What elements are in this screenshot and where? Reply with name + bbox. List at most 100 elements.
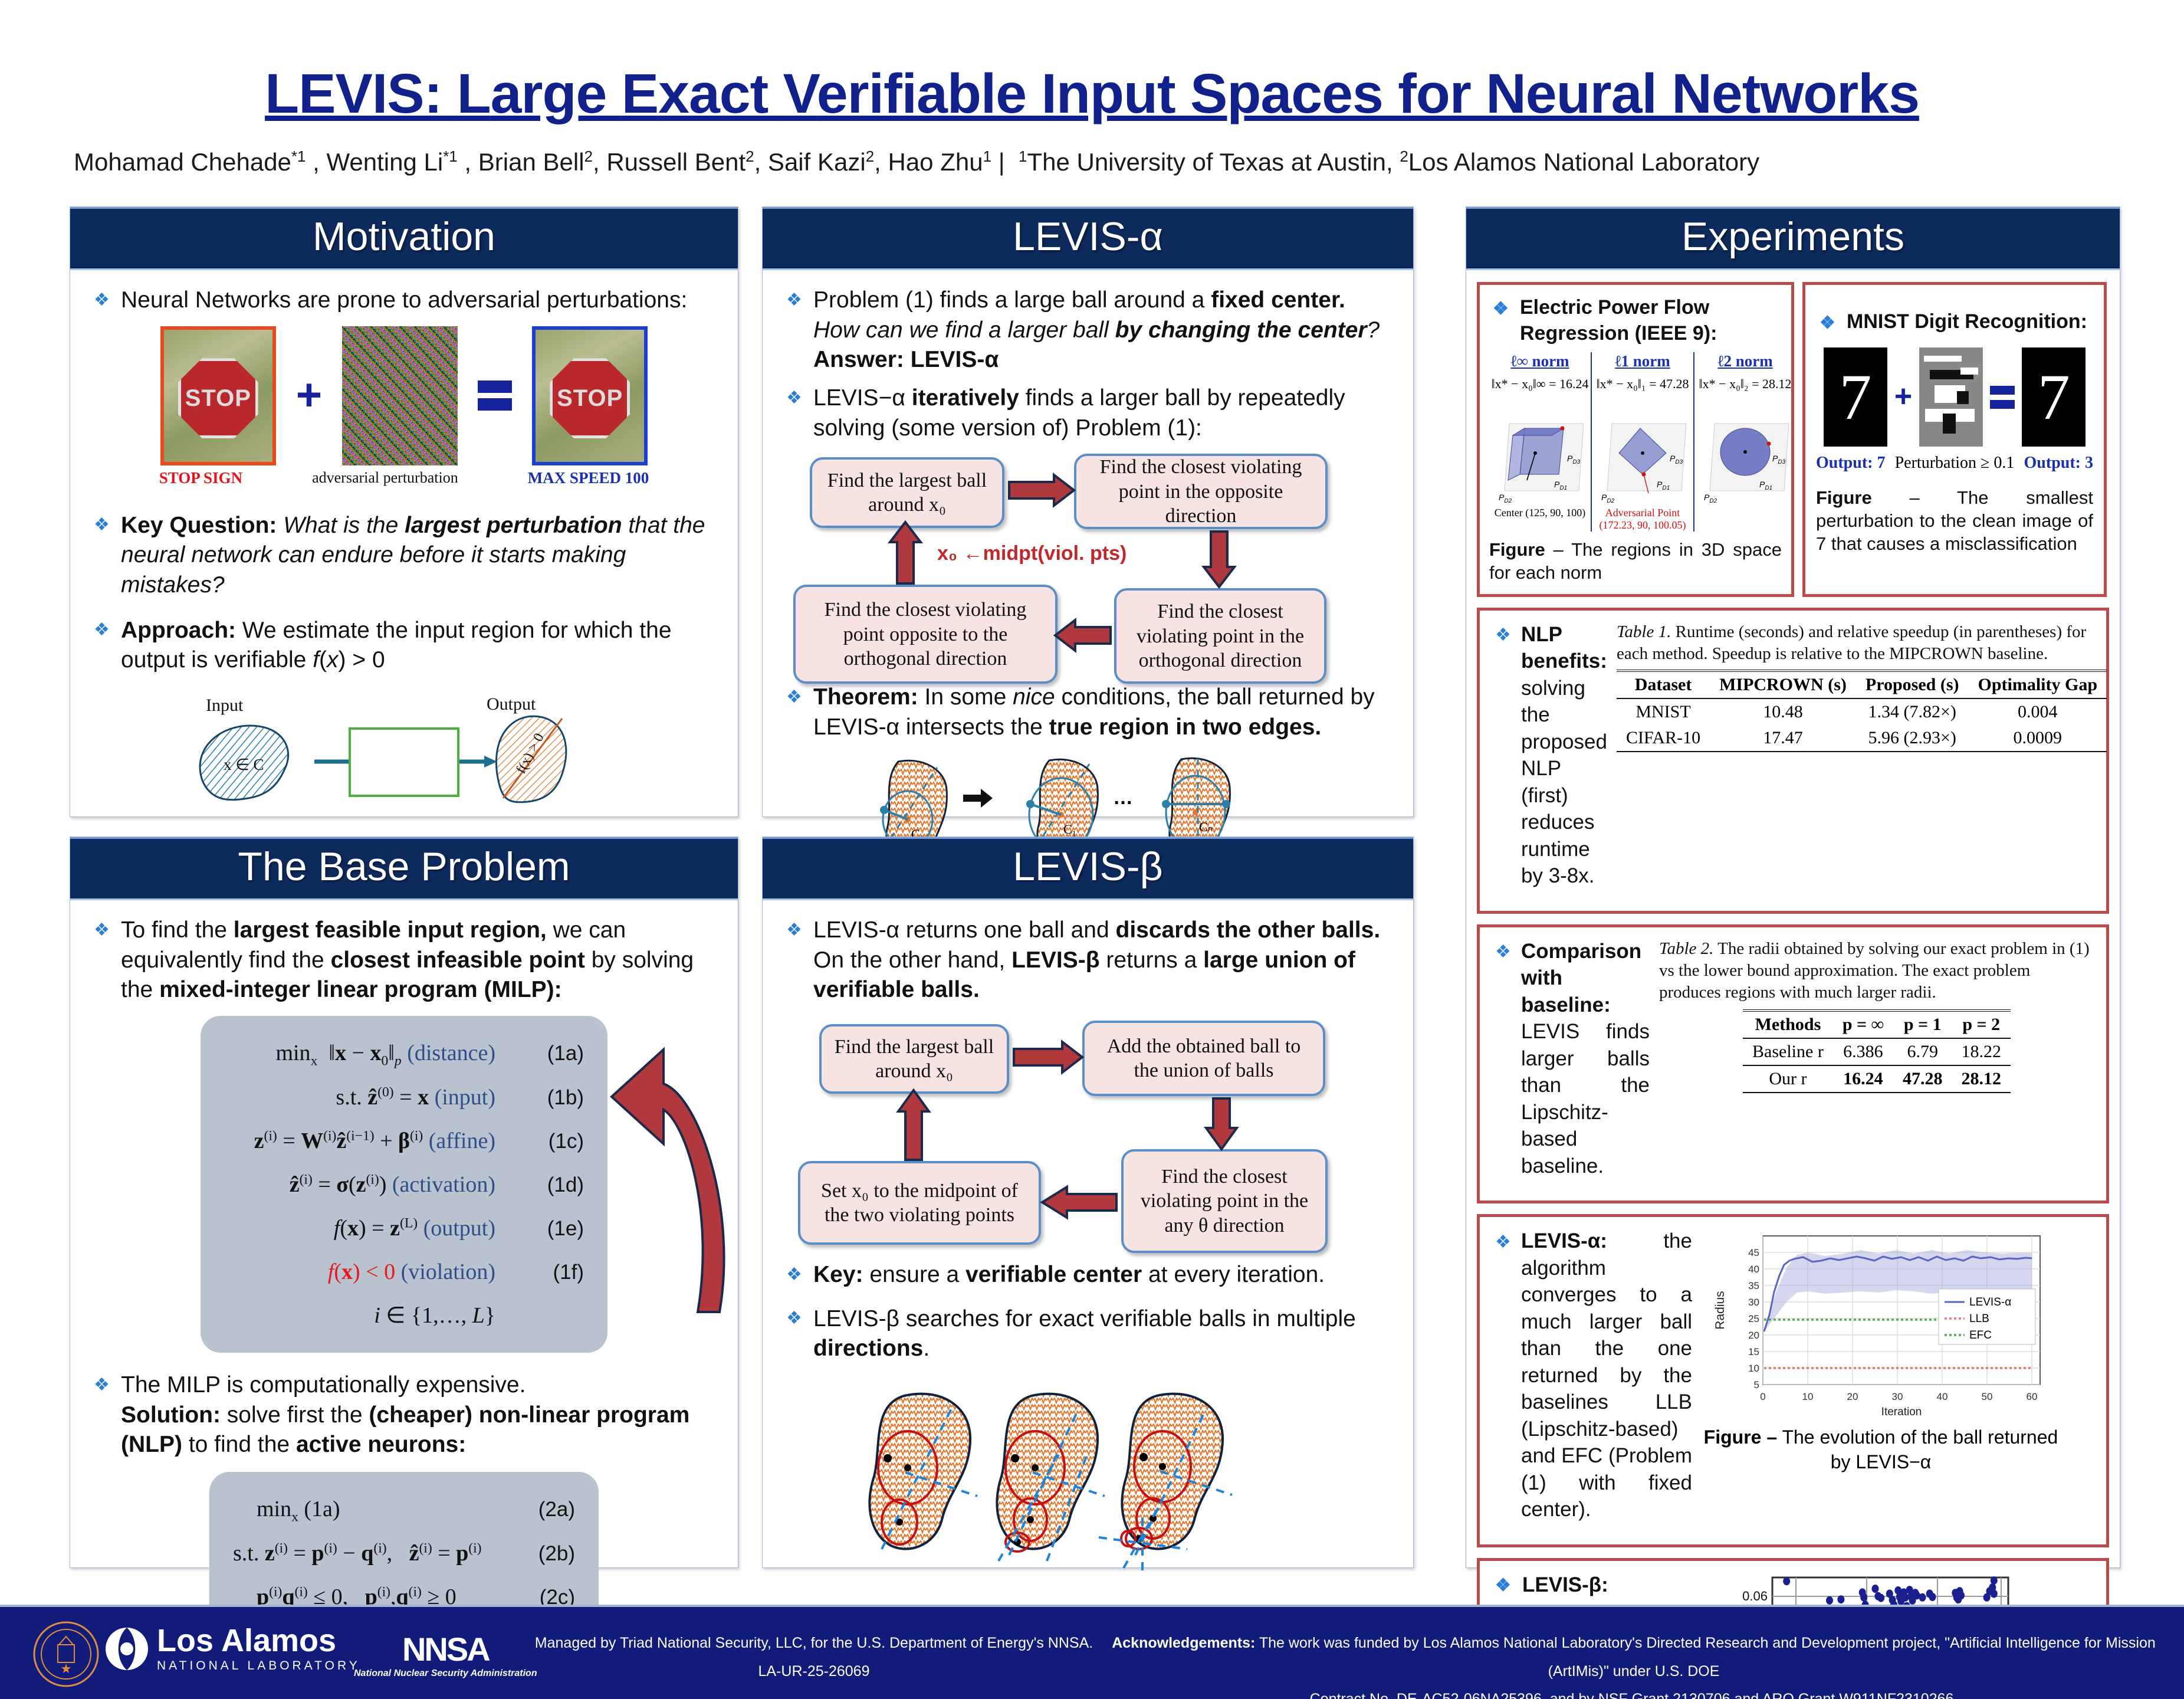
author-list: Mohamad Chehade*1 , Wenting Li*1 , Brian…	[74, 147, 1760, 176]
svg-text:Input: Input	[206, 696, 244, 715]
panel-base-problem: The Base Problem ❖ To find the largest f…	[70, 837, 738, 1678]
svg-text:30: 30	[1748, 1297, 1759, 1308]
center-label: Center (125, 90, 100)	[1494, 507, 1586, 519]
diamond-bullet-icon: ❖	[1495, 625, 1511, 645]
alpha-theorem: ❖ Theorem: In some nice conditions, the …	[786, 684, 1375, 740]
motivation-bullet-1: ❖ Neural Networks are prone to adversari…	[94, 287, 688, 313]
beta-key: ❖ Key: ensure a verifiable center at eve…	[786, 1262, 1325, 1288]
scatter-point	[1983, 1593, 1991, 1602]
scatter-point	[1837, 1595, 1845, 1604]
panel-levis-alpha-heading: LEVIS-α	[763, 207, 1413, 270]
svg-text:40: 40	[1937, 1391, 1948, 1402]
diamond-bullet-icon: ❖	[786, 388, 802, 408]
scatter-point	[1909, 1596, 1916, 1605]
svg-text:Output: Output	[487, 694, 536, 714]
table-runtime: Dataset MIPCROWN (s) Proposed (s) Optima…	[1616, 670, 2107, 755]
scatter-point	[1906, 1585, 1913, 1594]
th-p-1: p = 1	[1903, 1015, 1942, 1035]
scatter-point	[1826, 1596, 1833, 1605]
table-header-row: Dataset MIPCROWN (s) Proposed (s) Optima…	[1616, 671, 2107, 698]
svg-text:10: 10	[1748, 1363, 1759, 1374]
approach-label: Approach:	[121, 617, 236, 643]
flow-box-2: Add the obtained ball to the union of ba…	[1082, 1021, 1325, 1097]
caption-perturbation: adversarial perturbation	[312, 468, 458, 486]
l2-region-3d-icon: PD3 PD1 PD2	[1704, 423, 1789, 504]
scatter-point	[1783, 1577, 1791, 1586]
svg-text:40: 40	[1748, 1264, 1759, 1275]
flow-mid-label: x₀ ←midpt(viol. pts)	[937, 542, 1127, 565]
mnist-label-perturbation: Perturbation ≥ 0.1	[1894, 454, 2015, 473]
diamond-bullet-icon: ❖	[1495, 942, 1511, 962]
scatter-point	[1990, 1576, 1998, 1585]
table-radii: Methods p = ∞ p = 1 p = 2 Baseline r 6.3…	[1743, 1009, 2011, 1096]
footer-bar: ★ Los Alamos NATIONAL LABORATORY NNSA Na…	[0, 1605, 2184, 1699]
svg-text:50: 50	[1982, 1391, 1993, 1402]
norm-value-inf: ‖x* − x₀‖∞ = 16.24	[1491, 376, 1589, 392]
managed-by-text: Managed by Triad National Security, LLC,…	[534, 1635, 1093, 1680]
plus-icon: +	[1894, 379, 1913, 414]
svg-text:…: …	[1113, 786, 1133, 809]
mnist-perturbed-digit-image: 7	[2022, 347, 2086, 447]
stop-octagon-icon-2: STOP	[550, 358, 630, 439]
flow-box-4: Find the closest violating point opposit…	[793, 585, 1057, 684]
svg-text:EFC: EFC	[1969, 1329, 1992, 1342]
panel-experiments: Experiments ❖ Electric Power Flow Regres…	[1466, 206, 2120, 1699]
svg-text:LLB: LLB	[1969, 1313, 1989, 1325]
table-header-row: Methods p = ∞ p = 1 p = 2	[1743, 1011, 2011, 1038]
svg-text:35: 35	[1748, 1280, 1759, 1291]
svg-text:20: 20	[1847, 1391, 1858, 1402]
svg-text:0.06: 0.06	[1742, 1589, 1768, 1603]
diamond-bullet-icon: ❖	[786, 290, 802, 310]
flow-box-2: Find the closest violating point in the …	[1074, 454, 1328, 530]
mnist-label-output-3: Output: 3	[2024, 454, 2093, 473]
beta-bullet-1: ❖ LEVIS-α returns one ball and discards …	[786, 917, 1381, 1003]
svg-text:25: 25	[1748, 1313, 1759, 1324]
los-alamos-wordmark: Los Alamos	[157, 1623, 337, 1658]
diamond-bullet-icon: ❖	[1820, 313, 1835, 333]
diamond-bullet-icon: ❖	[786, 687, 802, 707]
th-methods: Methods	[1755, 1015, 1821, 1035]
flow-box-1: Find the largest ball around x₀	[819, 1024, 1009, 1094]
nnsa-logo: NNSA National Nuclear Security Administr…	[354, 1633, 537, 1679]
svg-text:45: 45	[1748, 1247, 1759, 1258]
los-alamos-mark-icon	[106, 1628, 148, 1670]
panel-motivation-heading: Motivation	[70, 207, 738, 270]
svg-text:PD2: PD2	[1704, 493, 1717, 504]
mnist-perturbation-image	[1919, 347, 1983, 447]
scatter-point	[1886, 1589, 1893, 1598]
svg-text:10: 10	[1802, 1391, 1814, 1402]
diamond-bullet-icon: ❖	[1495, 1576, 1511, 1596]
experiment-card-alpha-convergence: ❖ LEVIS-α: the algorithm converges to a …	[1477, 1214, 2109, 1547]
scatter-point	[1913, 1591, 1920, 1600]
equation-card-1: minx ‖x − x0‖p (distance) (1a) s.t. ẑ(0) …	[201, 1016, 607, 1353]
svg-text:0: 0	[1760, 1391, 1765, 1402]
page-title: LEVIS: Large Exact Verifiable Input Spac…	[265, 63, 1920, 125]
beta-distribution-label: ❖ LEVIS-β:	[1495, 1573, 1608, 1596]
svg-text:PD2: PD2	[1499, 493, 1512, 504]
diamond-bullet-icon: ❖	[94, 515, 110, 535]
scatter-point	[1989, 1583, 1996, 1592]
los-alamos-logo: Los Alamos NATIONAL LABORATORY	[104, 1625, 360, 1673]
panel-motivation: Motivation ❖ Neural Networks are prone t…	[70, 206, 738, 817]
scatter-point	[1894, 1586, 1902, 1595]
norm-label-l2: ℓ2 norm	[1717, 352, 1773, 370]
adversarial-point-label: Adversarial Point (172.23, 90, 100.05)	[1599, 507, 1686, 532]
alpha-bullet-1: ❖ Problem (1) finds a large ball around …	[786, 287, 1380, 373]
svg-text:15: 15	[1748, 1346, 1759, 1357]
power-flow-figure-caption: Figure – The regions in 3D space for eac…	[1489, 539, 1782, 583]
diamond-bullet-icon: ❖	[94, 920, 110, 940]
norm-label-l1: ℓ1 norm	[1615, 352, 1670, 370]
alpha-flowchart: Find the largest ball around x₀ Find the…	[783, 454, 1393, 684]
beta-bullet-3: ❖ LEVIS-β searches for exact verifiable …	[786, 1306, 1356, 1362]
beta-union-illustration	[868, 1392, 1233, 1571]
perturbed-stop-sign-image: STOP	[532, 326, 648, 465]
norm-value-l1: ‖x* − x₀‖₁ = 47.28	[1596, 376, 1689, 392]
caption-stop-sign: STOP SIGN	[159, 468, 243, 487]
experiment-card-nlp: ❖ NLP benefits: solving the proposed NLP…	[1477, 607, 2109, 914]
l1-region-3d-icon: PD3 PD1 PD2	[1601, 423, 1687, 504]
norm-label-inf: ℓ∞ norm	[1510, 352, 1569, 370]
equals-icon	[1990, 381, 2015, 414]
mnist-figure-caption: Figure – The smallest perturbation to th…	[1816, 487, 2093, 554]
svg-text:★: ★	[60, 1661, 72, 1676]
diamond-bullet-icon: ❖	[786, 920, 802, 940]
